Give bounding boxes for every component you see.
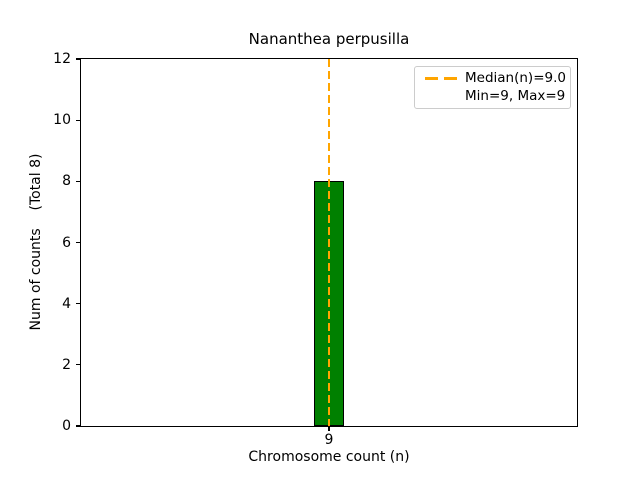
y-tick-mark-0 bbox=[76, 425, 80, 427]
legend: Median(n)=9.0 Min=9, Max=9 bbox=[414, 66, 571, 109]
y-tick-mark-6 bbox=[76, 241, 80, 244]
chart-title: Nananthea perpusilla bbox=[248, 30, 410, 48]
x-tick-mark-9 bbox=[328, 427, 330, 431]
legend-label-median: Median(n)=9.0 bbox=[465, 70, 566, 86]
y-tick-mark-12 bbox=[76, 58, 80, 60]
y-tick-label-6: 6 bbox=[62, 234, 71, 251]
y-tick-mark-4 bbox=[76, 303, 80, 305]
y-tick-mark-8 bbox=[76, 180, 80, 182]
x-axis-label: Chromosome count (n) bbox=[248, 449, 410, 465]
y-tick-mark-2 bbox=[76, 364, 80, 366]
y-tick-label-2: 2 bbox=[62, 356, 71, 373]
y-tick-label-4: 4 bbox=[62, 295, 71, 312]
y-tick-label-8: 8 bbox=[62, 173, 71, 190]
y-tick-label-12: 12 bbox=[53, 51, 71, 67]
y-tick-label-10: 10 bbox=[53, 112, 71, 129]
median-dashed-line-swatch-icon bbox=[425, 77, 457, 80]
y-tick-mark-10 bbox=[76, 119, 80, 121]
legend-label-minmax: Min=9, Max=9 bbox=[465, 88, 566, 104]
x-tick-label-9: 9 bbox=[324, 432, 334, 448]
empty-swatch bbox=[425, 95, 457, 98]
legend-entry-median: Median(n)=9.0 bbox=[425, 70, 566, 87]
legend-entry-minmax: Min=9, Max=9 bbox=[425, 88, 566, 105]
median-line bbox=[328, 59, 330, 426]
plot-area bbox=[80, 58, 578, 427]
y-tick-label-0: 0 bbox=[62, 418, 71, 434]
